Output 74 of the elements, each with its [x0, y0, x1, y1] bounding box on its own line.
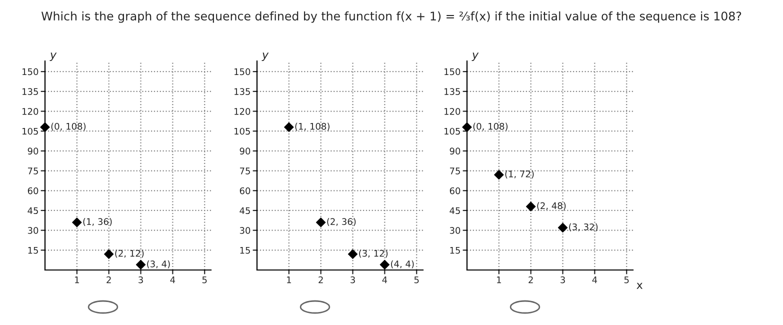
point [40, 122, 50, 132]
x-tick-label: 3 [560, 276, 565, 284]
x-tick-label: 1 [287, 276, 291, 284]
y-tick-label: 45 [28, 207, 38, 214]
annotation: (1, 72) [505, 170, 534, 178]
annotation: (1, 108) [295, 122, 330, 131]
y-tick-label: 15 [450, 247, 460, 254]
x-tick-label: 3 [350, 276, 355, 284]
y-tick-label: 30 [450, 227, 460, 234]
y-tick-label: 150 [22, 68, 38, 76]
annotation: (2, 12) [115, 250, 144, 258]
text: Which is the graph of the sequence defined by the function f(x + 1) = ⅔f(x) if the initial value of the sequence is 108? [41, 11, 742, 23]
point [526, 202, 536, 212]
annotation: (1, 36) [83, 218, 112, 226]
y-tick-label: 90 [28, 148, 38, 155]
x-tick-label: 1 [75, 276, 79, 284]
point [558, 222, 568, 233]
point [348, 249, 358, 259]
y-axis-title: y [50, 52, 57, 61]
x-tick-label: 4 [170, 276, 176, 284]
x-tick-label: 4 [382, 276, 388, 284]
y-tick-label: 15 [28, 247, 38, 254]
y-axis-title: y [262, 52, 269, 61]
annotation: (2, 48) [537, 202, 566, 210]
y-tick-label: 30 [240, 227, 250, 234]
y-tick-label: 105 [22, 128, 38, 135]
y-tick-label: 105 [444, 128, 460, 135]
y-tick-label: 120 [22, 108, 38, 115]
annotation: (0, 108) [473, 122, 508, 131]
point [380, 260, 390, 270]
annotation: (2, 36) [327, 218, 356, 226]
y-tick-label: 135 [234, 88, 250, 95]
x-tick-label: 5 [414, 276, 419, 284]
y-tick-label: 45 [450, 207, 460, 214]
y-tick-label: 30 [28, 227, 38, 234]
y-tick-label: 45 [240, 207, 250, 214]
y-tick-label: 135 [444, 88, 460, 95]
y-tick-label: 90 [240, 148, 250, 155]
y-axis-title: y [472, 52, 479, 61]
y-tick-label: 75 [240, 168, 250, 174]
y-tick-label: 90 [450, 148, 460, 155]
y-tick-label: 120 [444, 108, 460, 115]
x-axis-title: x [636, 282, 643, 289]
y-tick-label: 75 [450, 168, 460, 174]
x-tick-label: 5 [624, 276, 629, 284]
x-tick-label: 2 [318, 276, 323, 284]
annotation: (3, 12) [359, 250, 388, 258]
point [316, 218, 326, 228]
y-tick-label: 120 [234, 108, 250, 115]
x-tick-label: 2 [528, 276, 533, 284]
x-tick-label: 1 [497, 276, 501, 284]
point [494, 170, 504, 180]
point [284, 122, 294, 132]
y-tick-label: 105 [234, 128, 250, 135]
x-tick-label: 3 [138, 276, 143, 284]
y-tick-label: 15 [240, 247, 250, 254]
y-tick-label: 150 [444, 68, 460, 76]
y-tick-label: 60 [450, 187, 460, 194]
point [72, 218, 82, 228]
y-tick-label: 135 [22, 88, 38, 95]
annotation: (4, 4) [391, 260, 414, 268]
annotation: (0, 108) [51, 122, 86, 131]
y-tick-label: 75 [28, 168, 38, 174]
x-tick-label: 5 [202, 276, 207, 284]
point [136, 260, 146, 270]
annotation: (3, 4) [147, 260, 170, 268]
y-tick-label: 60 [240, 187, 250, 194]
point [104, 249, 114, 259]
x-tick-label: 2 [106, 276, 111, 284]
x-tick-label: 4 [592, 276, 598, 284]
point [462, 122, 472, 132]
y-tick-label: 60 [28, 187, 38, 194]
y-tick-label: 150 [234, 68, 250, 76]
annotation: (3, 32) [569, 223, 598, 232]
